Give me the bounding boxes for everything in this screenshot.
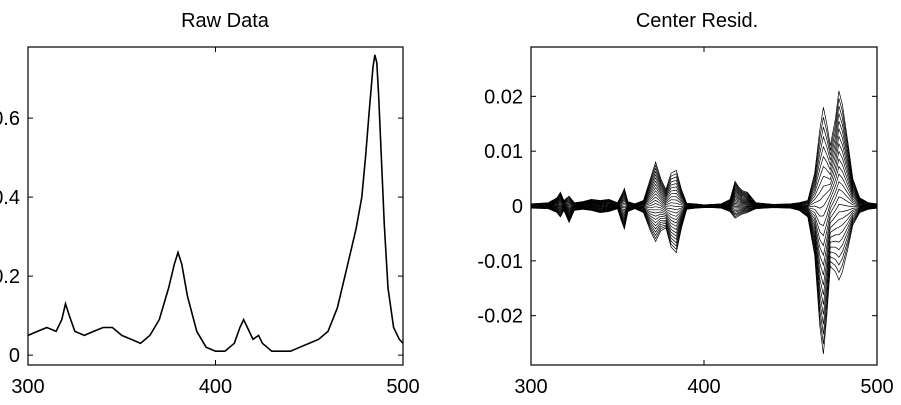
raw-data-axes-frame [27, 46, 404, 366]
center-resid-y-tick-label: 0.01 [484, 141, 523, 163]
center-resid-y-tick-label: -0.01 [477, 251, 523, 273]
center-resid-lines [530, 90, 878, 355]
raw-data-y-tick-label: 0.6 [0, 108, 20, 130]
center-resid-y-tick-label: 0 [512, 196, 523, 218]
center-resid-series-line [530, 142, 878, 207]
raw-data-x-tick-label: 500 [386, 376, 419, 398]
center-resid-x-tick-label: 500 [860, 376, 893, 398]
center-resid-title: Center Resid. [636, 10, 758, 32]
raw-data-ticks: 300 400 500 0 0.2 0.4 0.6 [0, 47, 420, 398]
center-resid-series-line [530, 90, 878, 206]
raw-data-y-tick-label: 0.4 [0, 187, 20, 209]
raw-data-title: Raw Data [181, 10, 270, 32]
center-resid-series-line [530, 207, 878, 335]
center-resid-panel: Center Resid. 300 400 500 0.02 0.01 0 -0.01 -0.… [477, 10, 893, 398]
center-resid-series-line [531, 205, 878, 276]
raw-data-series-line [27, 54, 404, 352]
raw-data-panel: Raw Data 300 400 500 0 0.2 0.4 0.6 [0, 10, 420, 398]
raw-data-y-tick-label: 0 [9, 345, 20, 367]
center-resid-series-line [530, 135, 878, 206]
raw-data-y-tick-label: 0.2 [0, 266, 20, 288]
center-resid-x-tick-label: 400 [687, 376, 720, 398]
center-resid-series-line [530, 105, 878, 206]
center-resid-y-tick-label: 0.02 [484, 86, 523, 108]
center-resid-series-line [531, 204, 878, 267]
center-resid-x-tick-label: 300 [514, 376, 547, 398]
raw-data-x-tick-label: 300 [11, 376, 44, 398]
center-resid-series-line [530, 206, 878, 315]
center-resid-y-tick-label: -0.02 [477, 306, 523, 328]
center-resid-series-line [530, 158, 878, 207]
center-resid-series-line [530, 173, 878, 217]
raw-data-lines [27, 54, 404, 352]
raw-data-x-tick-label: 400 [199, 376, 232, 398]
center-resid-ticks: 300 400 500 0.02 0.01 0 -0.01 -0.02 [477, 47, 894, 398]
